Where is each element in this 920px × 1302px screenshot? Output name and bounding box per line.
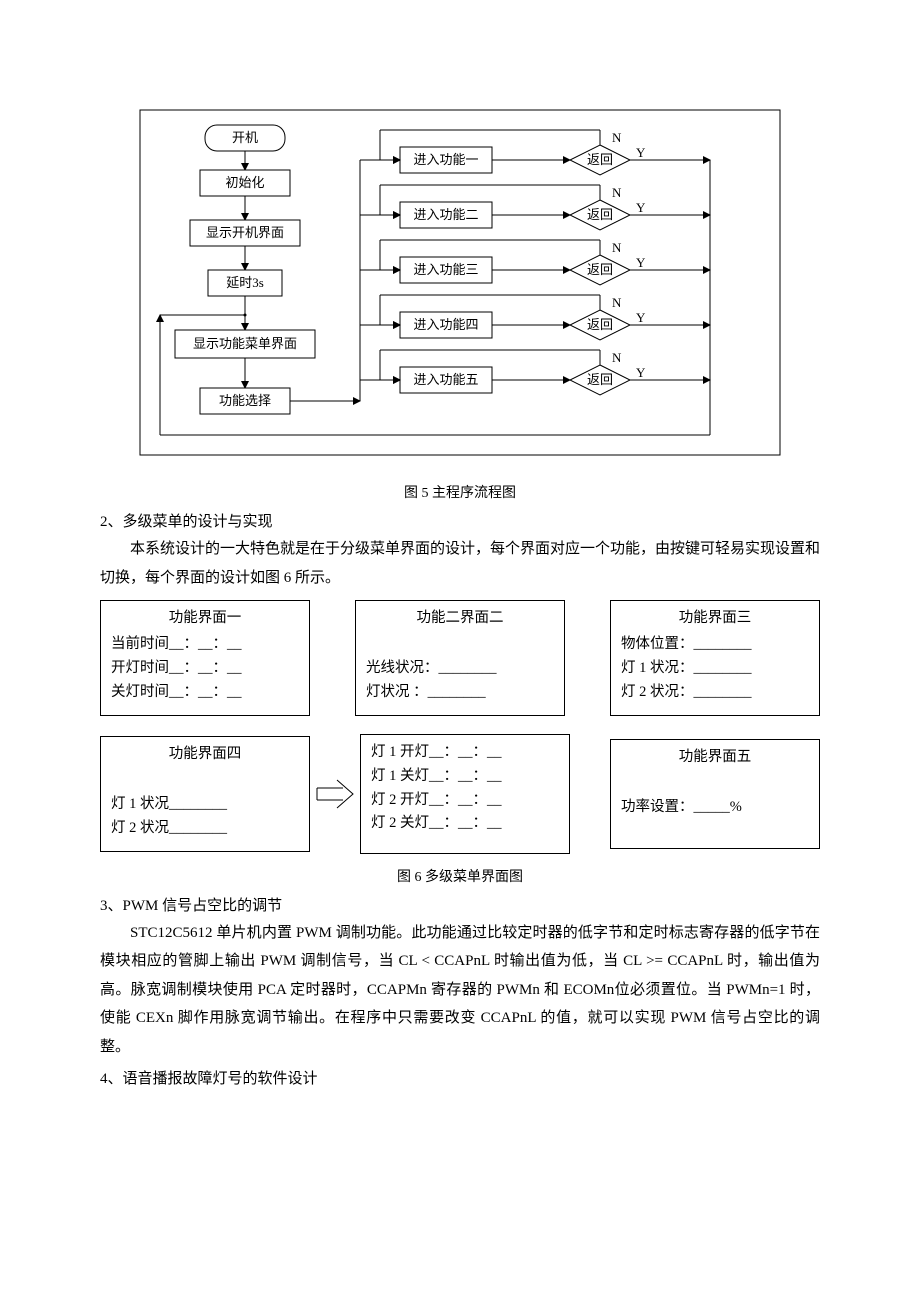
svg-text:返回: 返回 — [587, 372, 613, 387]
svg-text:N: N — [612, 240, 622, 255]
svg-text:返回: 返回 — [587, 317, 613, 332]
panel-2: 功能二界面二 光线状况：________ 灯状况 ：________ — [355, 600, 565, 716]
fig6-caption: 图 6 多级菜单界面图 — [100, 866, 820, 886]
svg-text:Y: Y — [636, 365, 646, 380]
svg-text:N: N — [612, 130, 622, 145]
svg-text:N: N — [612, 295, 622, 310]
fc-init: 初始化 — [225, 175, 264, 190]
svg-text:进入功能二: 进入功能二 — [413, 207, 478, 222]
fc-row-5: 进入功能五 返回 N Y — [360, 350, 710, 395]
svg-text:进入功能四: 进入功能四 — [413, 317, 478, 332]
svg-text:Y: Y — [636, 200, 646, 215]
panels-row-top: 功能界面一 当前时间__：__：__ 开灯时间__：__：__ 关灯时间__：_… — [100, 600, 820, 716]
section4-title: 4、语音播报故障灯号的软件设计 — [100, 1067, 820, 1088]
section2-para: 本系统设计的一大特色就是在于分级菜单界面的设计，每个界面对应一个功能，由按键可轻… — [100, 535, 820, 592]
arrow-icon — [315, 774, 355, 814]
section2-title: 2、多级菜单的设计与实现 — [100, 510, 820, 531]
svg-text:Y: Y — [636, 310, 646, 325]
svg-text:Y: Y — [636, 255, 646, 270]
svg-text:进入功能三: 进入功能三 — [413, 262, 478, 277]
fc-menu: 显示功能菜单界面 — [193, 336, 297, 351]
fc-row-2: 进入功能二 返回 N Y — [360, 185, 710, 230]
section3-title: 3、PWM 信号占空比的调节 — [100, 894, 820, 915]
fc-start: 开机 — [232, 130, 258, 145]
svg-text:返回: 返回 — [587, 207, 613, 222]
section3-para: STC12C5612 单片机内置 PWM 调制功能。此功能通过比较定时器的低字节… — [100, 919, 820, 1062]
panel-4b: 灯 1 开灯__：__：__ 灯 1 关灯__：__：__ 灯 2 开灯__：_… — [360, 734, 570, 854]
flowchart-main: 开机 初始化 显示开机界面 延时3s 显示功能菜单界面 功能选择 进入功 — [100, 100, 820, 470]
fig5-caption: 图 5 主程序流程图 — [100, 482, 820, 502]
svg-text:返回: 返回 — [587, 152, 613, 167]
svg-text:Y: Y — [636, 145, 646, 160]
panel-4: 功能界面四 灯 1 状况________ 灯 2 状况________ — [100, 736, 310, 852]
svg-text:N: N — [612, 185, 622, 200]
svg-text:返回: 返回 — [587, 262, 613, 277]
panels-row-bottom: 功能界面四 灯 1 状况________ 灯 2 状况________ 灯 1 … — [100, 734, 820, 854]
fc-row-4: 进入功能四 返回 N Y — [360, 295, 710, 340]
fc-delay: 延时3s — [226, 275, 264, 290]
panel-5: 功能界面五 功率设置：_____% — [610, 739, 820, 849]
panel-1: 功能界面一 当前时间__：__：__ 开灯时间__：__：__ 关灯时间__：_… — [100, 600, 310, 716]
fc-boot: 显示开机界面 — [206, 225, 284, 240]
fc-row-3: 进入功能三 返回 N Y — [360, 240, 710, 285]
panel-3: 功能界面三 物体位置：________ 灯 1 状况：________ 灯 2 … — [610, 600, 820, 716]
fc-row-1: 进入功能一 返回 N Y — [360, 130, 710, 175]
svg-text:进入功能五: 进入功能五 — [413, 372, 478, 387]
svg-text:N: N — [612, 350, 622, 365]
svg-text:进入功能一: 进入功能一 — [413, 152, 478, 167]
fc-select: 功能选择 — [219, 393, 271, 408]
